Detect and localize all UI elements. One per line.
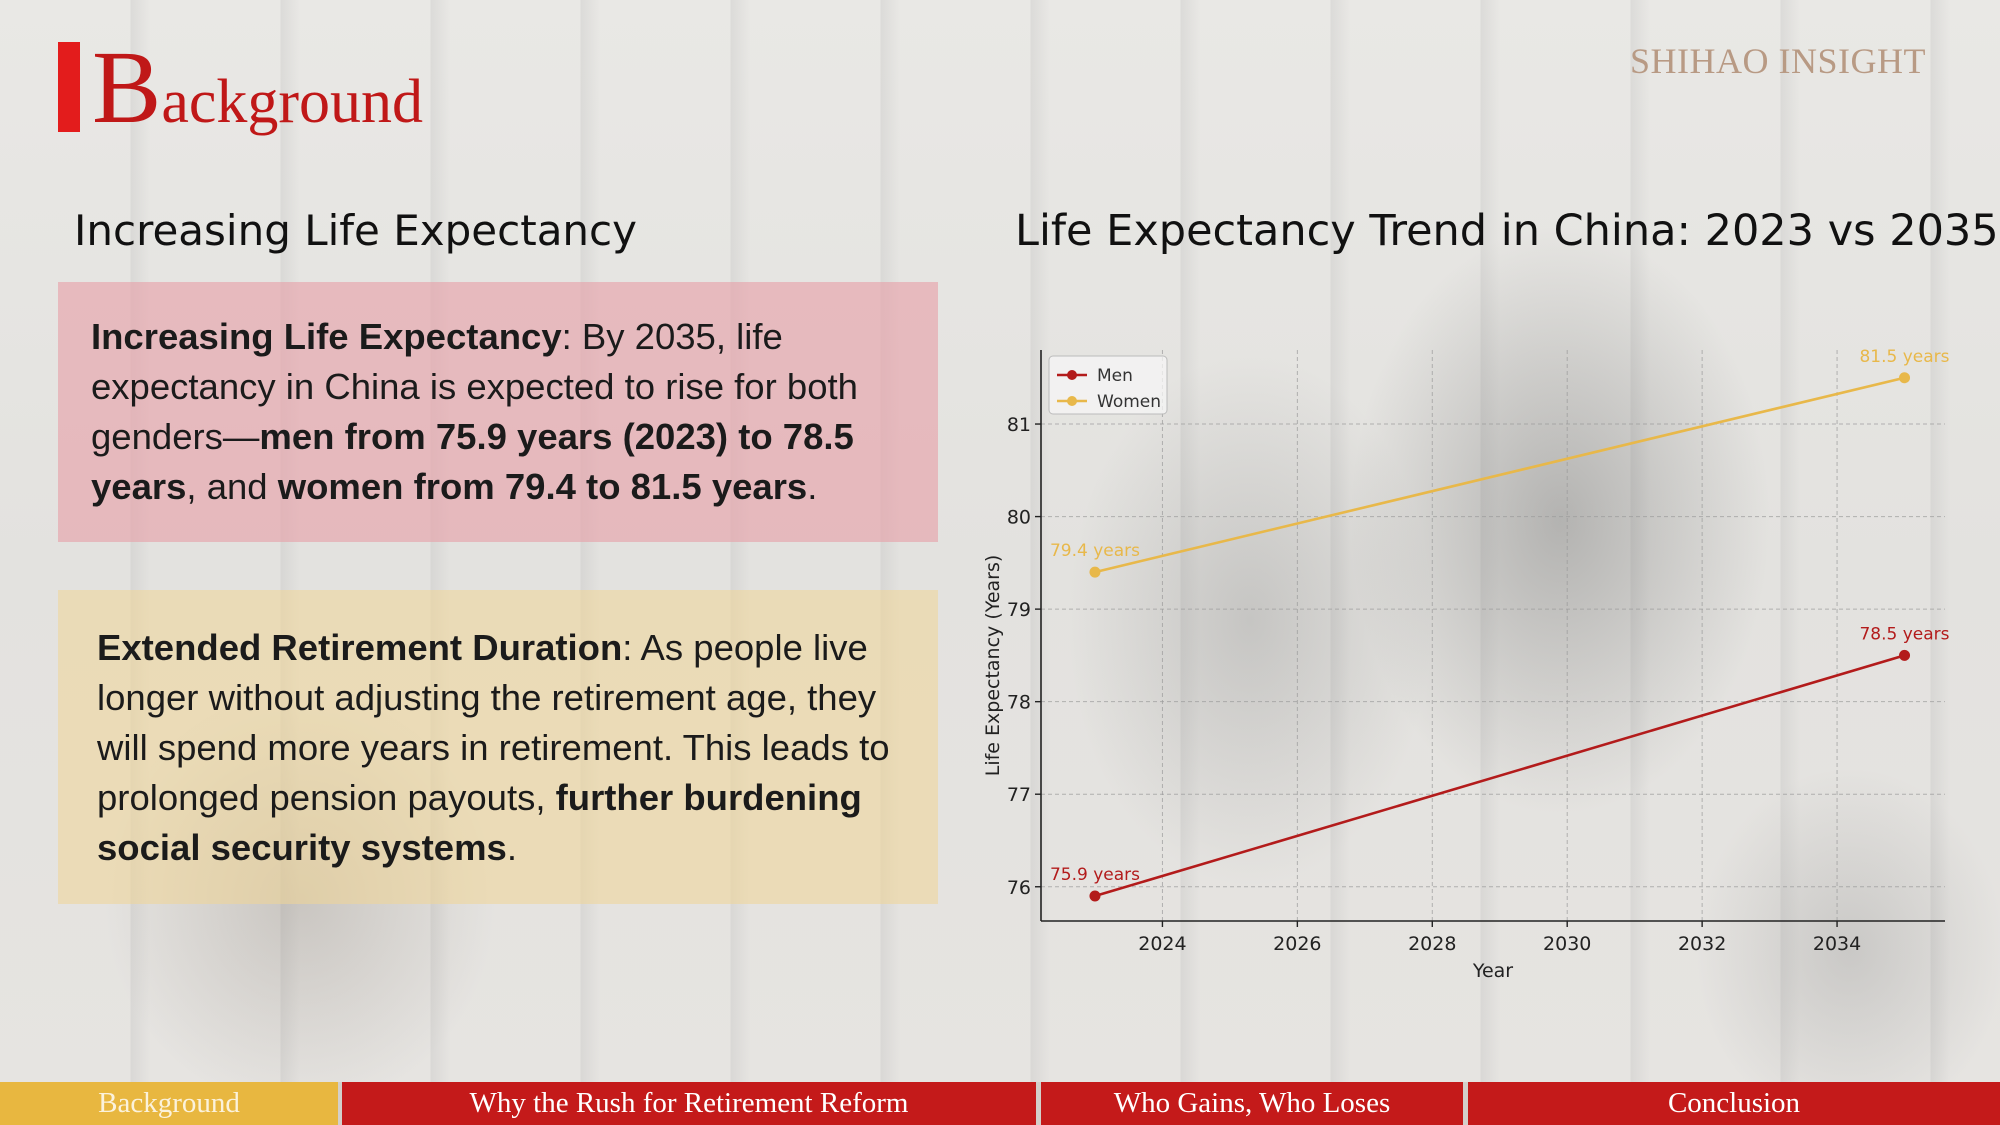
section-heading: Increasing Life Expectancy: [74, 206, 638, 255]
data-point-women: [1089, 566, 1101, 578]
page-title-rest: ackground: [161, 68, 424, 136]
card1-text: : By 2035, life expectancy in China is e…: [91, 316, 858, 457]
brand-logo: SHIHAO INSIGHT: [1630, 41, 1926, 81]
card1-text-and: , and: [186, 466, 278, 507]
card2-text: : As people live longer without adjustin…: [97, 627, 890, 818]
title-accent-bar: [58, 42, 80, 132]
card2-bold-burden: further burdening social security system…: [97, 777, 862, 868]
retirement-duration-text: Extended Retirement Duration: As people …: [97, 623, 906, 873]
legend-swatch-marker: [1067, 370, 1077, 380]
data-point-men: [1899, 649, 1911, 661]
y-tick-label: 76: [1007, 877, 1031, 899]
nav-tab-gains-losses[interactable]: Who Gains, Who Loses: [1041, 1082, 1463, 1125]
card1-bold-women: women from 79.4 to 81.5 years: [277, 466, 808, 507]
data-label-women: 79.4 years: [1050, 541, 1140, 561]
x-tick-label: 2034: [1813, 933, 1861, 955]
card1-text-end: .: [807, 466, 818, 507]
bottom-nav: Background Why the Rush for Retirement R…: [0, 1082, 2000, 1125]
y-axis-label: Life Expectancy (Years): [982, 555, 1004, 777]
y-tick-label: 80: [1007, 507, 1031, 529]
page-title-initial: B: [92, 30, 162, 145]
chart-svg: 2024 2026 2028 2030 2032 2034 76 77 78 79 80 81 Year…: [982, 347, 1950, 982]
x-axis-label: Year: [1472, 960, 1513, 982]
nav-tab-retirement-reform[interactable]: Why the Rush for Retirement Reform: [342, 1082, 1036, 1125]
data-label-women: 81.5 years: [1859, 347, 1949, 367]
page-title: Background: [92, 36, 423, 140]
data-point-women: [1899, 372, 1911, 384]
nav-tab-background[interactable]: Background: [0, 1082, 338, 1125]
y-tick-label: 78: [1007, 692, 1031, 714]
data-point-men: [1089, 890, 1101, 902]
chart-title: Life Expectancy Trend in China: 2023 vs …: [1015, 206, 1999, 256]
y-tick-label: 81: [1007, 414, 1031, 436]
retirement-duration-card: Extended Retirement Duration: As people …: [58, 590, 938, 904]
series-line-women: [1094, 376, 1905, 574]
life-expectancy-card: Increasing Life Expectancy: By 2035, lif…: [58, 282, 938, 542]
data-label-men: 75.9 years: [1050, 865, 1140, 885]
x-tick-label: 2030: [1543, 933, 1591, 955]
legend-label-men: Men: [1097, 366, 1133, 386]
life-expectancy-chart: 2024 2026 2028 2030 2032 2034 76 77 78 79 80 81 Year…: [980, 330, 1960, 990]
life-expectancy-text: Increasing Life Expectancy: By 2035, lif…: [91, 312, 906, 512]
nav-tab-conclusion[interactable]: Conclusion: [1468, 1082, 2000, 1125]
card1-bold-men: men from 75.9 years (2023) to 78.5 years: [91, 416, 854, 507]
card1-bold-lead: Increasing Life Expectancy: [91, 316, 562, 357]
x-tick-label: 2032: [1678, 933, 1726, 955]
y-tick-label: 77: [1007, 784, 1031, 806]
series-line-men: [1094, 654, 1905, 898]
card2-text-end: .: [506, 827, 518, 868]
legend-box: [1048, 355, 1168, 415]
x-tick-label: 2028: [1408, 933, 1456, 955]
legend-label-women: Women: [1097, 392, 1161, 412]
data-label-men: 78.5 years: [1859, 624, 1949, 644]
legend-swatch-marker: [1067, 396, 1077, 406]
x-tick-label: 2026: [1273, 933, 1321, 955]
y-tick-label: 79: [1007, 599, 1031, 621]
x-tick-label: 2024: [1138, 933, 1186, 955]
card2-bold-lead: Extended Retirement Duration: [97, 627, 623, 668]
